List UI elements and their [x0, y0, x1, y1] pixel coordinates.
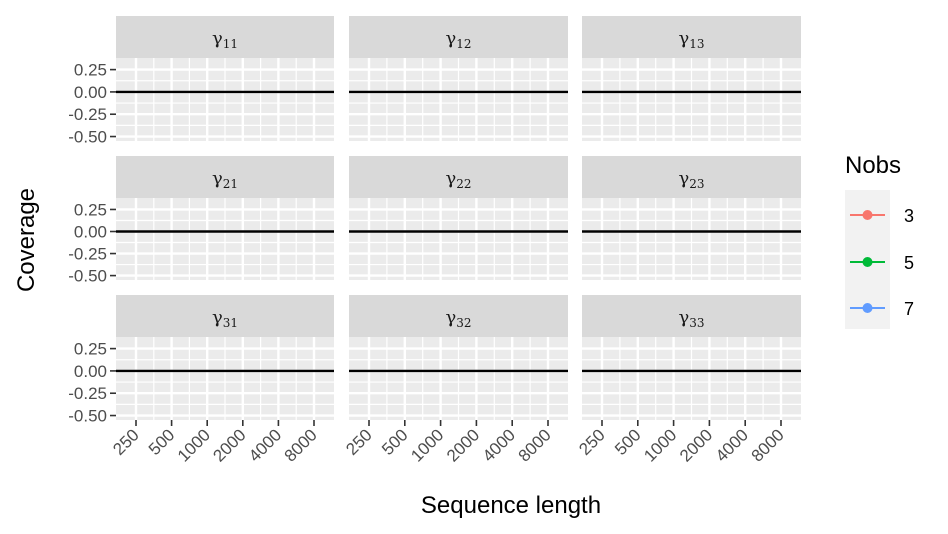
- y-tick-label: -0.25: [68, 105, 107, 124]
- y-tick-label: -0.50: [68, 128, 107, 147]
- facet-symbol: γ: [678, 28, 689, 49]
- facet-panel: γ22: [349, 156, 568, 280]
- x-tick-label: 1000: [407, 425, 447, 465]
- facet-symbol: γ: [678, 168, 689, 189]
- y-tick-label: -0.50: [68, 407, 107, 426]
- y-axis-title: Coverage: [13, 188, 40, 292]
- x-tick-label: 2000: [443, 425, 483, 465]
- x-tick-label: 500: [611, 425, 644, 458]
- x-tick-label: 8000: [515, 425, 555, 465]
- x-tick-label: 1000: [174, 425, 214, 465]
- facet-strip: [582, 295, 801, 337]
- facet-symbol: γ: [445, 28, 456, 49]
- legend-label: 3: [904, 206, 914, 226]
- facet-symbol: γ: [212, 307, 223, 328]
- facet-strip: [349, 16, 568, 58]
- legend-label: 7: [904, 299, 914, 319]
- facet-strip-label: γ13: [678, 28, 704, 51]
- y-axes: 0.25 0.00 -0.25 -0.50 0.25 0.00 -0.25 -0.50 0.25…: [68, 61, 116, 426]
- facet-subscript: 13: [689, 37, 704, 51]
- x-tick-label: 500: [145, 425, 178, 458]
- facet-panel: γ12: [349, 16, 568, 141]
- facet-strip: [582, 156, 801, 198]
- facet-subscript: 32: [456, 316, 471, 330]
- facet-symbol: γ: [445, 307, 456, 328]
- x-tick-label: 2000: [676, 425, 716, 465]
- facet-strip: [349, 156, 568, 198]
- y-tick-label: 0.00: [74, 223, 107, 242]
- legend-title: Nobs: [845, 152, 901, 179]
- facet-subscript: 11: [223, 37, 238, 51]
- facet-panel: γ33: [582, 295, 801, 420]
- legend-label: 5: [904, 253, 914, 273]
- legend-entry: 3: [850, 206, 914, 226]
- facet-strip: [349, 295, 568, 337]
- y-tick-label: -0.25: [68, 384, 107, 403]
- facet-subscript: 23: [689, 177, 704, 191]
- facet-panel: γ31: [116, 295, 334, 420]
- facet-strip-label: γ31: [212, 307, 238, 330]
- facet-strip-label: γ22: [445, 168, 471, 191]
- facet-strip: [116, 16, 334, 58]
- facet-panel: γ32: [349, 295, 568, 420]
- facet-strip-label: γ11: [212, 28, 238, 51]
- facet-symbol: γ: [212, 28, 223, 49]
- facet-symbol: γ: [212, 168, 223, 189]
- x-tick-label: 4000: [479, 425, 519, 465]
- x-tick-label: 250: [575, 425, 608, 458]
- y-tick-label: 0.00: [74, 362, 107, 381]
- x-tick-label: 8000: [281, 425, 321, 465]
- facet-strip: [116, 295, 334, 337]
- x-tick-label: 2000: [209, 425, 249, 465]
- facet-symbol: γ: [678, 307, 689, 328]
- facet-subscript: 12: [456, 37, 471, 51]
- facet-strip-label: γ12: [445, 28, 471, 51]
- x-tick-label: 250: [342, 425, 375, 458]
- facet-subscript: 31: [223, 316, 238, 330]
- facet-strip: [582, 16, 801, 58]
- facet-symbol: γ: [445, 168, 456, 189]
- facet-strip: [116, 156, 334, 198]
- facet-panel: γ11: [116, 16, 334, 141]
- x-tick-label: 500: [378, 425, 411, 458]
- legend-entries: 3 5 7: [850, 206, 914, 319]
- legend-entry: 7: [850, 299, 914, 319]
- legend-key-point: [862, 210, 873, 220]
- y-tick-label: 0.00: [74, 83, 107, 102]
- facet-panel: γ23: [582, 156, 801, 280]
- facet-subscript: 22: [456, 177, 471, 191]
- legend: Nobs 3 5 7: [845, 152, 914, 329]
- facet-subscript: 21: [223, 177, 238, 191]
- facet-panel: γ13: [582, 16, 801, 141]
- facet-strip-label: γ32: [445, 307, 471, 330]
- x-tick-label: 8000: [748, 425, 788, 465]
- facet-strip-label: γ21: [212, 168, 238, 191]
- y-tick-label: 0.25: [74, 200, 107, 219]
- facet-strip-label: γ33: [678, 307, 704, 330]
- y-tick-label: 0.25: [74, 61, 107, 80]
- x-tick-label: 250: [109, 425, 142, 458]
- x-axis-title: Sequence length: [421, 492, 601, 519]
- y-tick-label: -0.25: [68, 245, 107, 264]
- legend-entry: 5: [850, 253, 914, 273]
- facet-panel: γ21: [116, 156, 334, 280]
- legend-key-point: [862, 303, 873, 313]
- x-tick-label: 1000: [640, 425, 680, 465]
- y-tick-label: -0.50: [68, 267, 107, 286]
- x-tick-label: 4000: [712, 425, 752, 465]
- x-tick-label: 4000: [245, 425, 285, 465]
- facet-subscript: 33: [689, 316, 704, 330]
- facet-strip-label: γ23: [678, 168, 704, 191]
- legend-key-point: [862, 257, 873, 267]
- y-tick-label: 0.25: [74, 340, 107, 359]
